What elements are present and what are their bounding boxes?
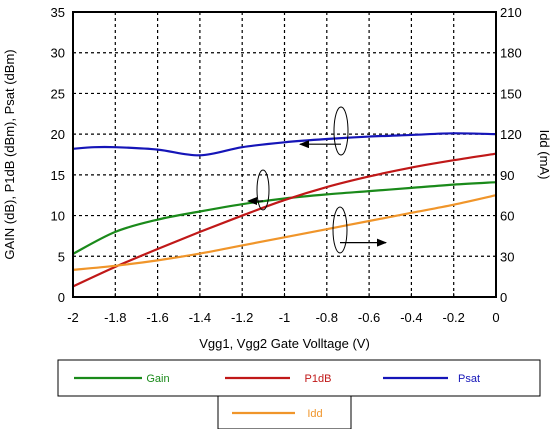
y2-tick-label: 180 (500, 46, 522, 61)
legend: Gain P1dB Psat Idd (57, 359, 541, 429)
y-axis-label: GAIN (dB), P1dB (dBm), Psat (dBm) (2, 49, 17, 259)
y2-tick-label: 210 (500, 5, 522, 20)
x-axis-label: Vgg1, Vgg2 Gate Volltage (V) (199, 336, 370, 351)
y2-tick-labels: 0 30 60 90 120 150 180 210 (500, 5, 522, 305)
y2-axis-label: Idd (mA) (537, 130, 552, 180)
x-tick-label: -0.4 (400, 310, 422, 325)
y-tick-label: 30 (51, 46, 65, 61)
y2-tick-label: 150 (500, 86, 522, 101)
y-tick-label: 25 (51, 86, 65, 101)
y-tick-label: 35 (51, 5, 65, 20)
legend-label-gain: Gain (146, 373, 169, 385)
legend-label-p1db: P1dB (305, 373, 332, 385)
series-line-p1db (72, 152, 497, 288)
x-tick-label: 0 (492, 310, 499, 325)
x-tick-label: -1.2 (231, 310, 253, 325)
x-tick-labels: -2 -1.8 -1.6 -1.4 -1.2 -1 -0.8 -0.6 -0.4 -0.2 0 (67, 293, 500, 325)
x-tick-label: -0.8 (316, 310, 338, 325)
y2-tick-label: 30 (500, 249, 514, 264)
y2-tick-label: 120 (500, 127, 522, 142)
y-tick-label: 5 (58, 249, 65, 264)
y2-tick-label: 60 (500, 209, 514, 224)
series-layer (72, 132, 497, 288)
y-tick-label: 10 (51, 209, 65, 224)
y-tick-label: 0 (58, 290, 65, 305)
legend-box-secondary (217, 395, 352, 429)
gain-p1db-callout-ellipse (256, 169, 270, 211)
idd-callout-ellipse (332, 206, 348, 254)
psat-callout-ellipse (333, 106, 349, 156)
annotations (247, 106, 387, 254)
x-tick-label: -0.6 (358, 310, 380, 325)
x-tick-label: -2 (67, 310, 79, 325)
x-tick-label: -1.4 (189, 310, 211, 325)
x-tick-label: -1.8 (104, 310, 126, 325)
y-tick-label: 20 (51, 127, 65, 142)
legend-label-psat: Psat (458, 373, 480, 385)
y-tick-label: 15 (51, 168, 65, 183)
y2-tick-label: 90 (500, 168, 514, 183)
legend-label-idd: Idd (307, 408, 322, 420)
y2-tick-label: 0 (500, 290, 507, 305)
grid (73, 12, 496, 297)
series-line-psat (72, 132, 497, 157)
y-tick-labels: 0 5 10 15 20 25 30 35 (51, 5, 65, 305)
series-line-idd (72, 194, 497, 271)
x-tick-label: -1 (279, 310, 291, 325)
x-tick-label: -0.2 (442, 310, 464, 325)
x-tick-label: -1.6 (146, 310, 168, 325)
series-line-gain (72, 181, 497, 255)
